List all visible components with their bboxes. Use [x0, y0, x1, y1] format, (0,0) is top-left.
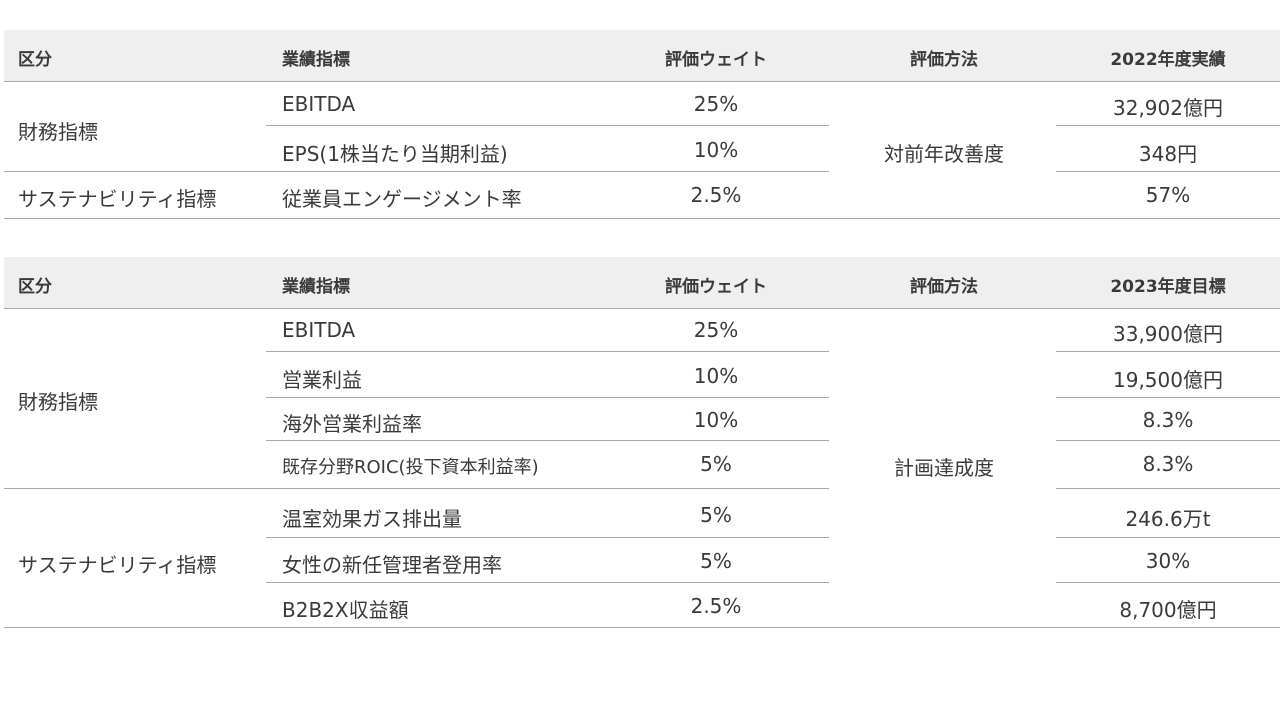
header-indicator: 業績指標 [282, 50, 350, 70]
category-financial: 財務指標 [18, 120, 98, 144]
target-roic: 8.3% [1142, 452, 1194, 476]
header-method: 評価方法 [910, 50, 978, 70]
kpi-table-2022-body: 区分 業績指標 評価ウェイト 評価方法 2022年度実績 財務指標 サステナビリ… [4, 30, 1280, 220]
weight-ebitda: 25% [693, 92, 739, 116]
indicator-ebitda: EBITDA [282, 318, 356, 342]
indicator-eps: EPS(1株当たり当期利益) [282, 142, 508, 166]
indicator-female-managers: 女性の新任管理者登用率 [282, 553, 502, 577]
target-ebitda: 33,900億円 [1113, 322, 1223, 346]
header-result: 2022年度実績 [1110, 50, 1226, 70]
category-financial: 財務指標 [18, 390, 98, 414]
header-weight: 評価ウェイト [665, 50, 767, 70]
weight-ebitda: 25% [693, 318, 739, 342]
header-weight: 評価ウェイト [665, 277, 767, 297]
target-female-managers: 30% [1145, 549, 1191, 573]
indicator-b2b2x: B2B2X収益額 [282, 598, 409, 622]
method-2022: 対前年改善度 [884, 142, 1004, 166]
indicator-operating-profit: 営業利益 [282, 368, 362, 392]
header-target: 2023年度目標 [1110, 277, 1226, 297]
indicator-engagement: 従業員エンゲージメント率 [282, 187, 522, 211]
weight-operating-profit: 10% [693, 364, 739, 388]
weight-engagement: 2.5% [690, 183, 742, 207]
weight-b2b2x: 2.5% [690, 594, 742, 618]
weight-roic: 5% [700, 452, 732, 476]
result-eps: 348円 [1138, 142, 1198, 166]
target-operating-profit: 19,500億円 [1113, 368, 1223, 392]
kpi-table-2023: 区分 業績指標 評価ウェイト 評価方法 2023年度目標 財務指標 サステナビリ… [4, 257, 1280, 629]
category-sustainability: サステナビリティ指標 [18, 187, 217, 211]
weight-female-managers: 5% [700, 549, 732, 573]
header-category: 区分 [18, 277, 52, 297]
category-sustainability: サステナビリティ指標 [18, 553, 217, 577]
result-ebitda: 32,902億円 [1113, 96, 1223, 120]
indicator-ghg: 温室効果ガス排出量 [282, 507, 462, 531]
indicator-ebitda: EBITDA [282, 92, 356, 116]
method-2023: 計画達成度 [894, 456, 994, 480]
indicator-roic: 既存分野ROIC(投下資本利益率) [282, 457, 539, 478]
weight-eps: 10% [693, 138, 739, 162]
header-category: 区分 [18, 50, 52, 70]
weight-ghg: 5% [700, 503, 732, 527]
target-overseas-margin: 8.3% [1142, 408, 1194, 432]
weight-overseas-margin: 10% [693, 408, 739, 432]
target-ghg: 246.6万t [1125, 507, 1211, 531]
result-engagement: 57% [1145, 183, 1191, 207]
header-method: 評価方法 [910, 277, 978, 297]
target-b2b2x: 8,700億円 [1119, 598, 1217, 622]
header-indicator: 業績指標 [282, 277, 350, 297]
indicator-overseas-margin: 海外営業利益率 [282, 412, 422, 436]
